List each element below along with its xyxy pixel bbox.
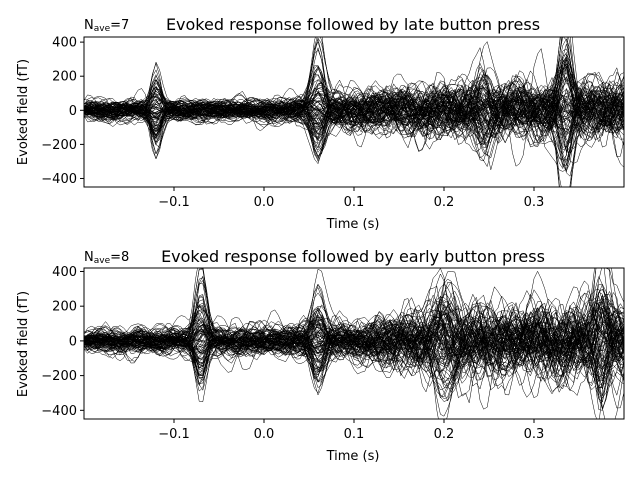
y-tick-label: 0 — [69, 334, 77, 349]
y-tick-label: 400 — [52, 36, 77, 51]
trace-line — [84, 83, 624, 155]
trace-line — [84, 301, 624, 377]
y-tick-label: 200 — [52, 300, 77, 315]
trace-line — [84, 303, 624, 398]
y-tick-label: 400 — [52, 265, 77, 280]
chart-title: Evoked response followed by late button … — [166, 15, 540, 34]
trace-line — [84, 92, 624, 160]
trace-line — [84, 37, 624, 133]
y-axis-label: Evoked field (fT) — [16, 291, 31, 397]
trace-line — [84, 37, 624, 144]
x-axis: −0.1 0.0 0.1 0.2 0.3 — [158, 187, 544, 210]
trace-line — [84, 313, 624, 377]
y-tick-label: 200 — [52, 70, 77, 85]
trace-line — [84, 67, 624, 149]
y-tick-label: −200 — [41, 369, 77, 384]
y-tick-label: −400 — [41, 172, 77, 187]
trace-line — [84, 295, 624, 388]
trace-line — [84, 69, 624, 172]
trace-line — [84, 54, 624, 145]
x-axis: −0.1 0.0 0.1 0.2 0.3 — [158, 419, 544, 442]
trace-line — [84, 302, 624, 386]
trace-line — [84, 59, 624, 141]
trace-line — [84, 62, 624, 173]
trace-line — [84, 301, 624, 398]
trace-line — [84, 278, 624, 384]
x-tick-label: −0.1 — [158, 195, 190, 210]
trace-line — [84, 73, 624, 149]
y-tick-label: −200 — [41, 138, 77, 153]
trace-line — [84, 81, 624, 154]
traces-group — [84, 37, 624, 187]
x-tick-label: 0.1 — [344, 427, 365, 442]
trace-line — [84, 37, 624, 141]
traces-group — [84, 268, 624, 419]
x-axis-label: Time (s) — [326, 449, 380, 464]
x-tick-label: 0.3 — [524, 427, 545, 442]
trace-line — [84, 316, 624, 417]
x-tick-label: 0.0 — [254, 195, 275, 210]
trace-line — [84, 279, 624, 369]
y-tick-label: 0 — [69, 104, 77, 119]
x-tick-label: 0.2 — [434, 195, 455, 210]
trace-line — [84, 304, 624, 386]
trace-line — [84, 314, 624, 399]
trace-line — [84, 73, 624, 145]
x-tick-label: 0.2 — [434, 427, 455, 442]
nave-label: Nave=7 — [84, 18, 129, 34]
panel-late: Nave=7 Evoked response followed by late … — [16, 15, 625, 232]
trace-line — [84, 41, 624, 143]
x-tick-label: 0.0 — [254, 427, 275, 442]
panel-early: Nave=8 Evoked response followed by early… — [16, 247, 625, 464]
y-axis: −400 −200 0 200 400 — [41, 36, 84, 187]
trace-line — [84, 48, 624, 125]
trace-line — [84, 69, 624, 148]
nave-label: Nave=8 — [84, 250, 129, 266]
x-tick-label: 0.1 — [344, 195, 365, 210]
trace-line — [84, 270, 624, 396]
y-axis: −400 −200 0 200 400 — [41, 265, 84, 419]
y-tick-label: −400 — [41, 404, 77, 419]
trace-line — [84, 84, 624, 140]
y-axis-label: Evoked field (fT) — [16, 59, 31, 165]
chart-title: Evoked response followed by early button… — [161, 247, 545, 266]
x-tick-label: −0.1 — [158, 427, 190, 442]
x-axis-label: Time (s) — [326, 217, 380, 232]
trace-line — [84, 82, 624, 128]
x-tick-label: 0.3 — [524, 195, 545, 210]
